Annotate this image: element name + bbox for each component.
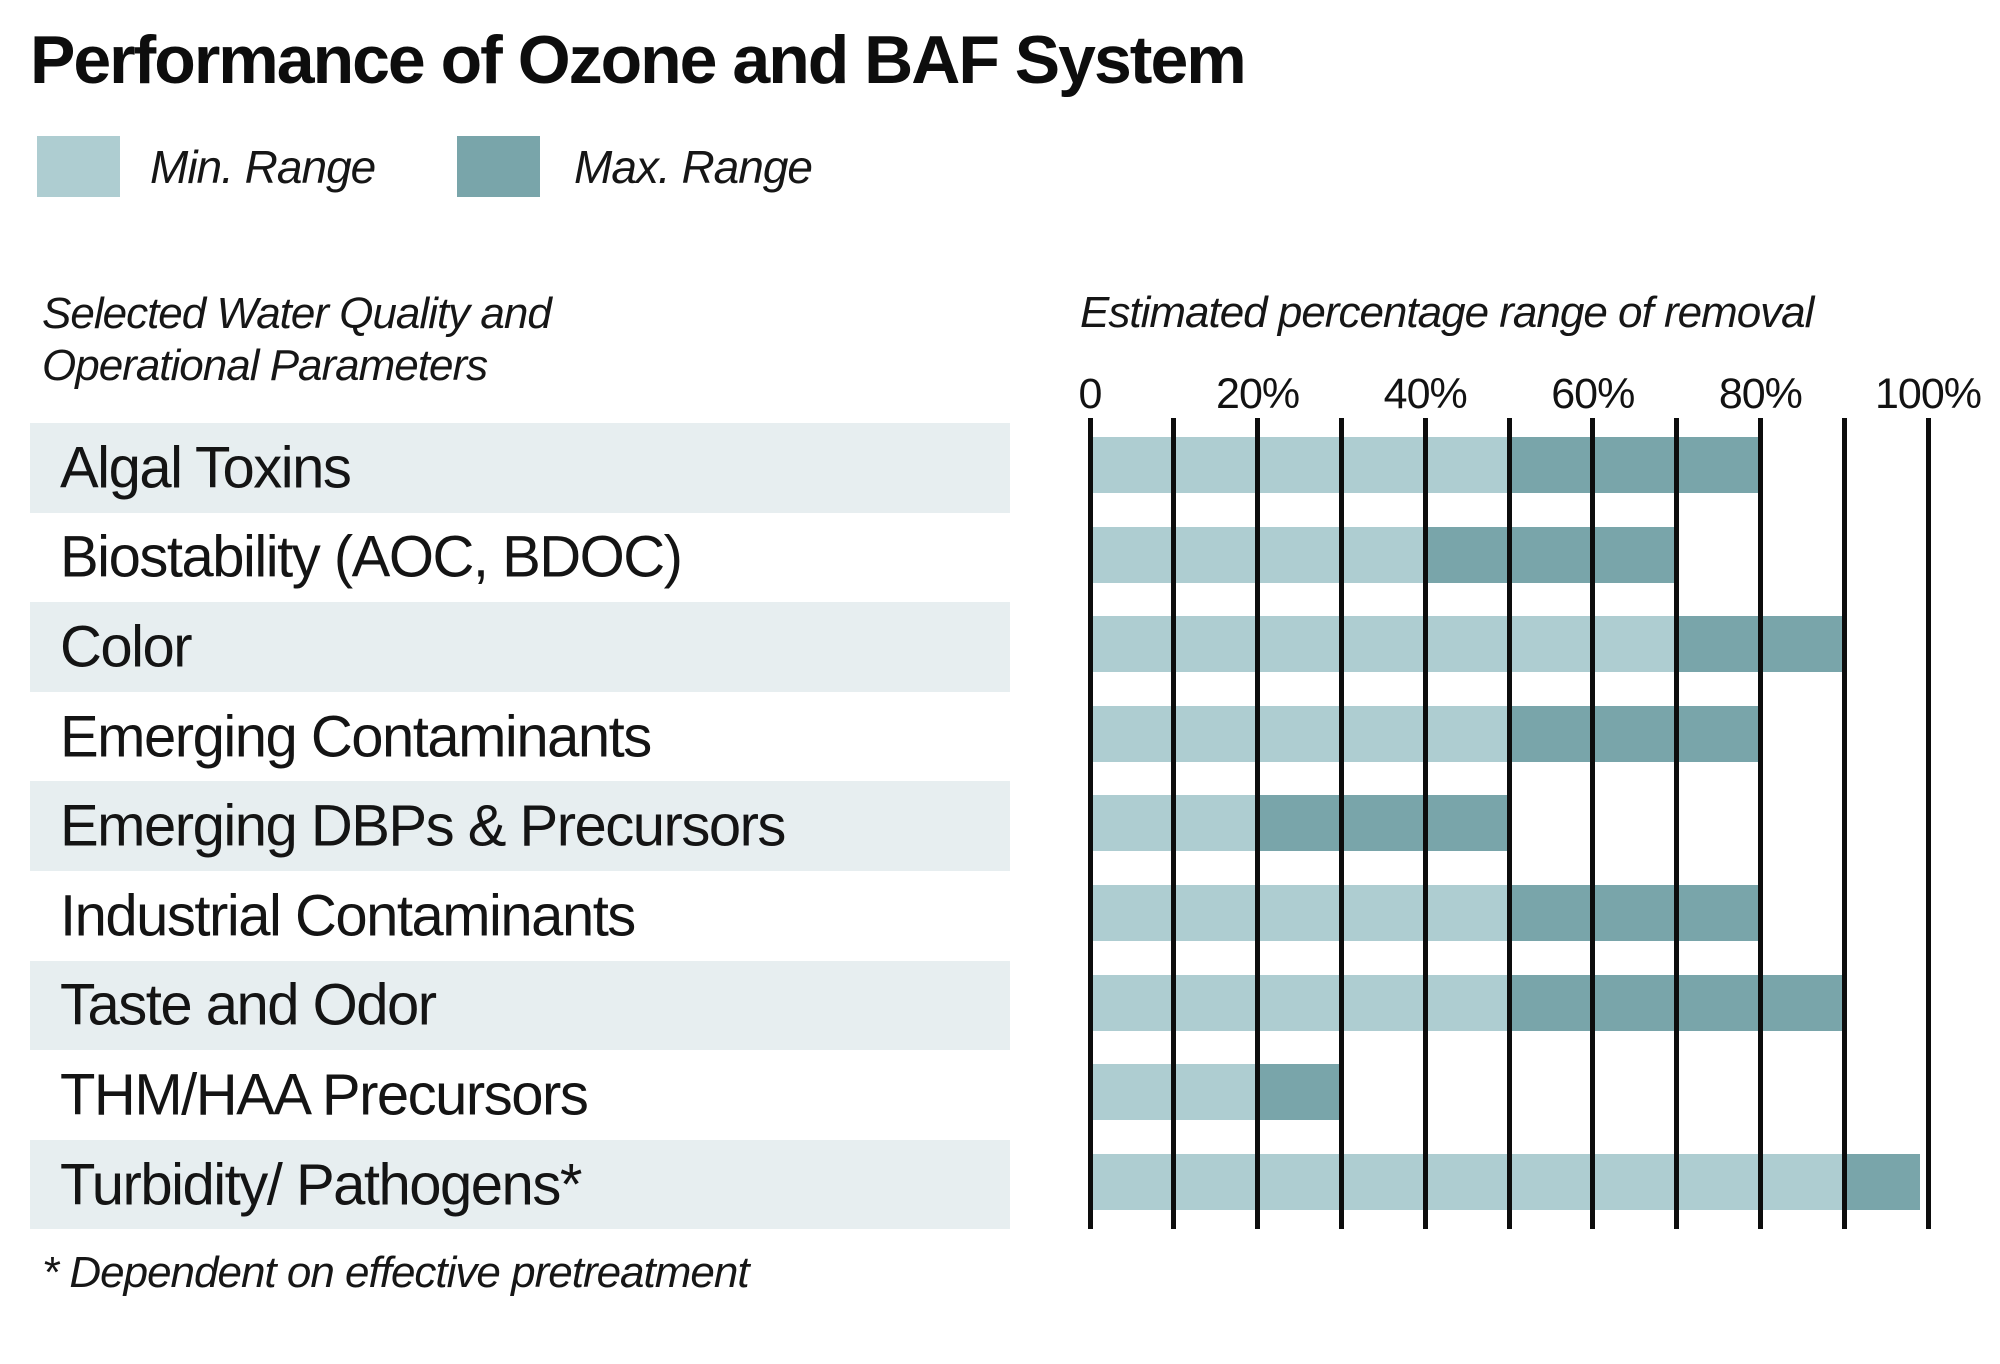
parameters-column-header-line1: Selected Water Quality and bbox=[42, 289, 552, 338]
max-range-bar bbox=[1509, 705, 1761, 762]
gridline bbox=[1422, 418, 1428, 1229]
max-range-bar bbox=[1844, 1153, 1920, 1210]
gridline bbox=[1255, 418, 1261, 1229]
parameter-row: Biostability (AOC, BDOC) bbox=[30, 513, 1010, 603]
parameter-row-label: Color bbox=[60, 614, 193, 680]
min-range-bar bbox=[1090, 705, 1509, 762]
parameter-row: Algal Toxins bbox=[30, 423, 1010, 513]
parameter-row: Taste and Odor bbox=[30, 960, 1010, 1051]
parameters-list: Algal Toxins Biostability (AOC, BDOC) Colo… bbox=[30, 423, 1010, 1230]
gridline bbox=[1925, 418, 1931, 1229]
min-range-bar bbox=[1090, 437, 1509, 493]
x-axis-tick-label: 40% bbox=[1383, 370, 1468, 418]
parameters-column-header: Selected Water Quality and Operational P… bbox=[42, 288, 552, 393]
parameter-row-label: Turbidity/ Pathogens* bbox=[60, 1152, 582, 1218]
legend-min-range-swatch bbox=[37, 136, 120, 197]
parameter-row-label: Biostability (AOC, BDOC) bbox=[60, 524, 683, 590]
min-range-bar bbox=[1090, 616, 1677, 673]
x-axis-tick-label: 80% bbox=[1718, 370, 1803, 418]
parameter-row: Emerging DBPs & Precursors bbox=[30, 781, 1010, 871]
min-range-bar bbox=[1090, 974, 1509, 1031]
gridline bbox=[1171, 418, 1177, 1229]
parameter-row-label: Emerging Contaminants bbox=[60, 704, 652, 770]
parameter-row: Industrial Contaminants bbox=[30, 871, 1010, 961]
x-axis-tick-row: 0 20% 40% 60% 80% 100% bbox=[1079, 370, 1982, 418]
parameter-row: Emerging Contaminants bbox=[30, 692, 1010, 782]
max-range-bar bbox=[1509, 885, 1761, 941]
footnote: * Dependent on effective pretreatment bbox=[42, 1248, 750, 1297]
parameter-row-label: THM/HAA Precursors bbox=[60, 1062, 589, 1128]
x-axis-tick-label: 0 bbox=[1078, 370, 1103, 418]
parameters-column-header-line2: Operational Parameters bbox=[42, 341, 488, 391]
chart-title: Performance of Ozone and BAF System bbox=[30, 22, 1247, 98]
plot-area bbox=[1087, 418, 1931, 1229]
gridline bbox=[1590, 418, 1596, 1229]
gridline bbox=[1087, 418, 1093, 1229]
parameter-row-label: Emerging DBPs & Precursors bbox=[60, 793, 786, 859]
parameter-row-label: Algal Toxins bbox=[60, 435, 352, 501]
x-axis-tick-label: 100% bbox=[1875, 370, 1982, 418]
gridline bbox=[1757, 418, 1763, 1229]
min-range-bar bbox=[1090, 1153, 1845, 1210]
max-range-bar bbox=[1257, 1064, 1342, 1121]
max-range-bar bbox=[1425, 526, 1677, 583]
min-range-bar bbox=[1090, 885, 1509, 941]
gridline bbox=[1506, 418, 1512, 1229]
x-axis-title: Estimated percentage range of removal bbox=[1080, 288, 1814, 337]
max-range-bar bbox=[1257, 795, 1509, 852]
x-axis-tick-label: 20% bbox=[1216, 370, 1300, 418]
gridline bbox=[1841, 418, 1847, 1229]
parameter-row: THM/HAA Precursors bbox=[30, 1050, 1010, 1140]
legend-max-range-swatch bbox=[457, 136, 540, 197]
x-axis-tick-label: 60% bbox=[1551, 370, 1635, 418]
max-range-bar bbox=[1509, 437, 1761, 493]
parameter-row: Turbidity/ Pathogens* bbox=[30, 1139, 1010, 1230]
parameter-row-label: Industrial Contaminants bbox=[60, 883, 636, 949]
legend-max-range-label: Max. Range bbox=[574, 141, 813, 193]
legend-min-range-label: Min. Range bbox=[150, 141, 376, 193]
gridline bbox=[1674, 418, 1680, 1229]
parameter-row-label: Taste and Odor bbox=[60, 972, 437, 1038]
gridline bbox=[1338, 418, 1344, 1229]
legend: Min. Range Max. Range bbox=[37, 136, 1037, 198]
parameter-row: Color bbox=[30, 602, 1010, 692]
